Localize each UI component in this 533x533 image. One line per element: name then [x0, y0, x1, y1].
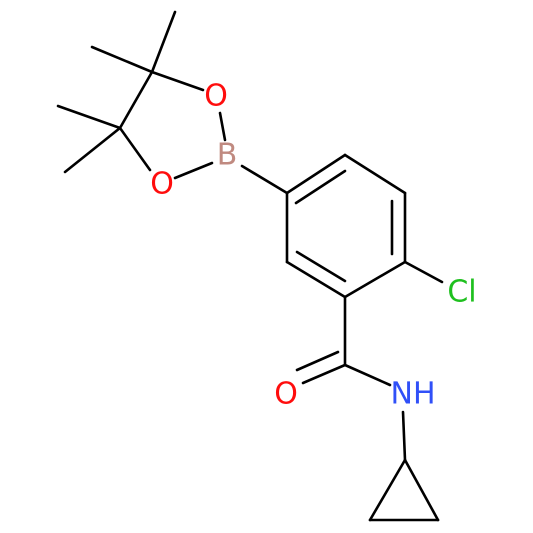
bond — [118, 70, 154, 130]
bond — [150, 70, 205, 92]
bond — [368, 458, 407, 522]
bond — [63, 126, 122, 174]
bonds — [56, 10, 444, 522]
bond — [401, 410, 407, 462]
bond — [295, 250, 347, 283]
atom-label: O — [204, 79, 228, 114]
bond — [90, 45, 154, 74]
bond — [343, 363, 392, 387]
atom-labels: O O B Cl O NH — [150, 79, 476, 412]
bond — [343, 260, 407, 299]
bond — [285, 260, 347, 299]
atom-label: O — [150, 167, 174, 202]
bond — [295, 350, 340, 372]
bond — [403, 458, 440, 522]
bond — [285, 153, 347, 195]
bond — [56, 104, 122, 130]
bond — [218, 111, 227, 142]
bond — [343, 153, 407, 195]
bond — [403, 260, 444, 284]
bond — [173, 161, 214, 180]
bond — [294, 169, 347, 205]
bond — [150, 10, 177, 74]
atom-label: B — [217, 138, 238, 173]
atom-label: Cl — [447, 275, 476, 310]
bond — [118, 126, 152, 172]
atom-label: O — [274, 377, 298, 412]
atom-label: NH — [391, 377, 436, 412]
bond — [301, 363, 347, 385]
bond — [240, 164, 289, 195]
